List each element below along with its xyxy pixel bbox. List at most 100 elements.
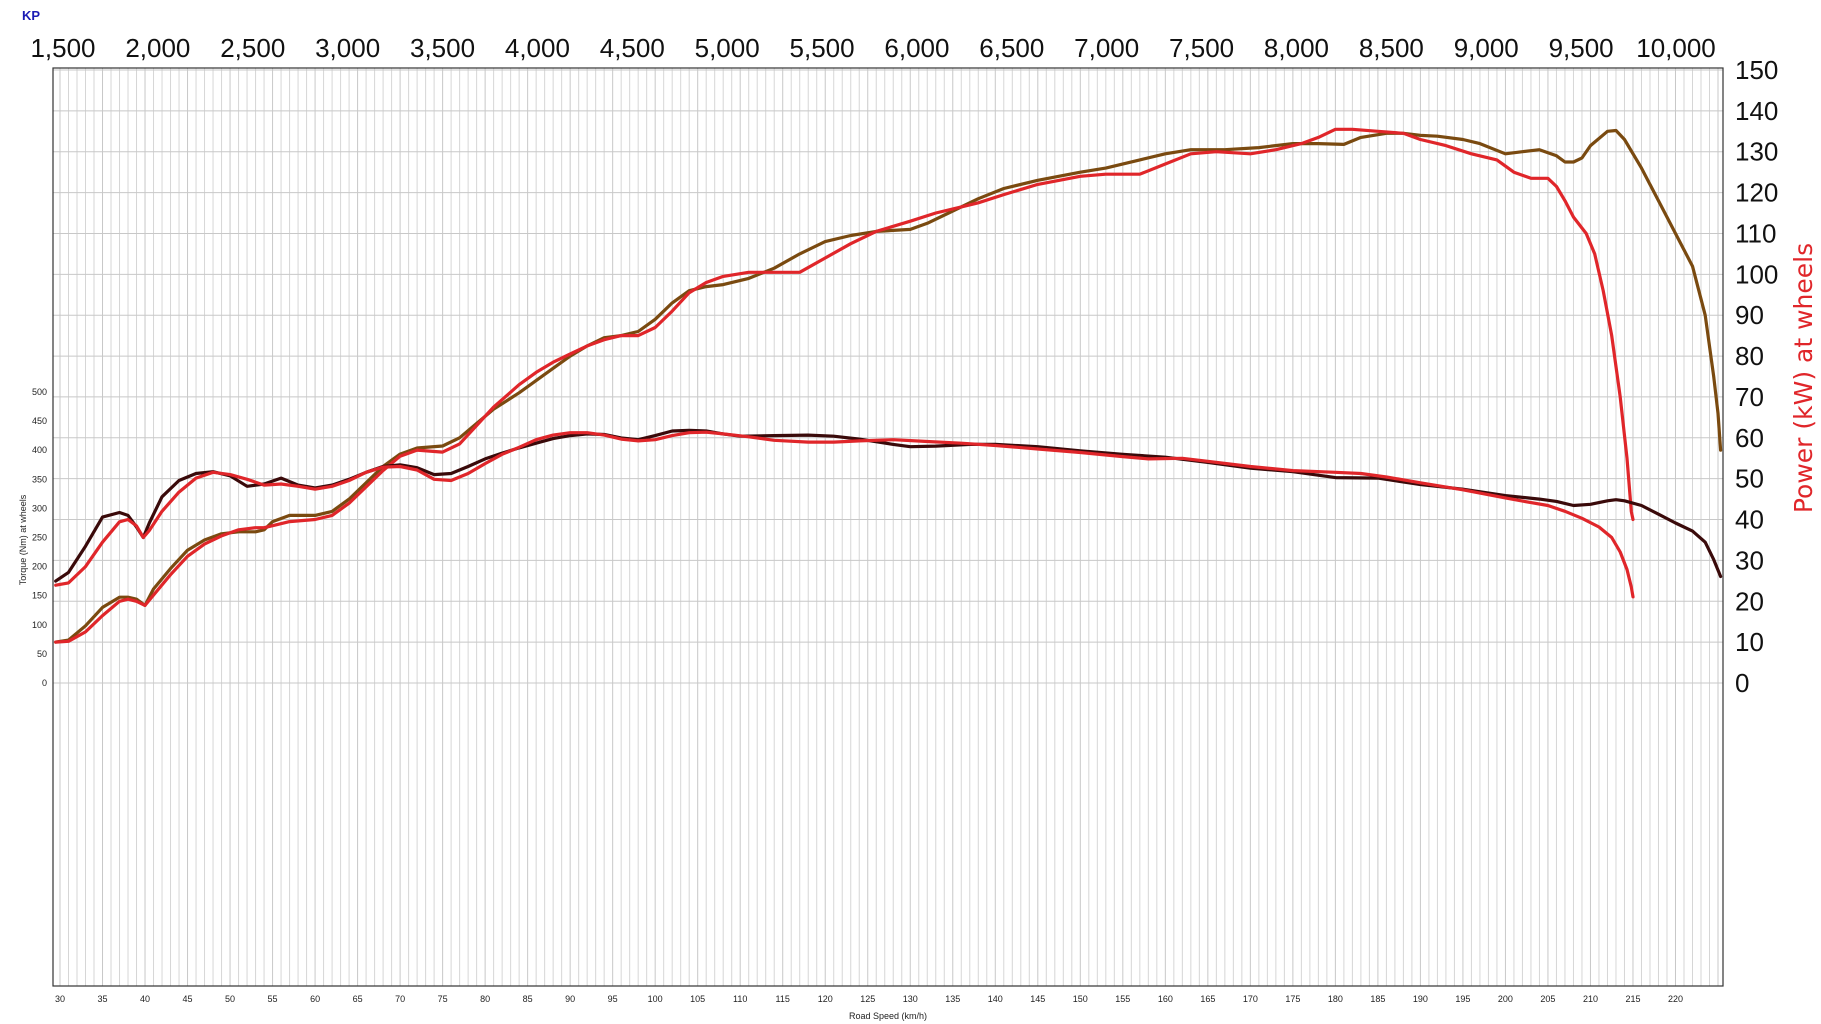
- speed-tick-label: 120: [818, 994, 833, 1004]
- speed-tick-label: 155: [1115, 994, 1130, 1004]
- speed-tick-label: 175: [1285, 994, 1300, 1004]
- speed-tick-label: 50: [225, 994, 235, 1004]
- rpm-axis: 1,500 2,000 2,500 3,000 3,500 4,000 4,500 5,000…: [30, 33, 1715, 63]
- torque-tick-label: 250: [32, 533, 47, 543]
- speed-tick-label: 145: [1030, 994, 1045, 1004]
- speed-tick-label: 115: [776, 994, 790, 1004]
- power-tick-label: 80: [1735, 341, 1764, 371]
- speed-tick-label: 30: [55, 994, 65, 1004]
- power-tick-label: 0: [1735, 668, 1749, 698]
- power-tick-label: 50: [1735, 464, 1764, 494]
- power-axis-title: Power (kW) at wheels: [1789, 243, 1818, 513]
- speed-axis: 30 35 40 45 50 55 60 65 70 75 80 85 90 95 100 105 110 115…: [55, 994, 1683, 1004]
- speed-tick-label: 205: [1540, 994, 1555, 1004]
- speed-tick-label: 150: [1073, 994, 1088, 1004]
- speed-tick-label: 105: [690, 994, 705, 1004]
- rpm-tick-label: 2,500: [220, 33, 285, 63]
- rpm-tick-label: 7,500: [1169, 33, 1234, 63]
- speed-tick-label: 135: [945, 994, 960, 1004]
- power-curve-2: [54, 127, 1635, 644]
- rpm-tick-label: 6,500: [979, 33, 1044, 63]
- rpm-tick-label: 5,000: [695, 33, 760, 63]
- torque-curve-4: [54, 430, 1635, 599]
- rpm-tick-label: 3,500: [410, 33, 475, 63]
- torque-tick-label: 200: [32, 562, 47, 572]
- rpm-tick-label: 8,000: [1264, 33, 1329, 63]
- power-tick-label: 130: [1735, 137, 1778, 167]
- rpm-tick-label: 8,500: [1359, 33, 1424, 63]
- speed-tick-label: 40: [140, 994, 150, 1004]
- power-axis: 0 10 20 30 40 50 60 70 80 90 100 110 120 130 140 150: [1735, 55, 1778, 698]
- speed-tick-label: 185: [1370, 994, 1385, 1004]
- torque-tick-label: 500: [32, 387, 47, 397]
- torque-tick-label: 0: [42, 678, 47, 688]
- torque-tick-label: 150: [32, 591, 47, 601]
- speed-tick-label: 180: [1328, 994, 1343, 1004]
- rpm-tick-label: 9,000: [1454, 33, 1519, 63]
- rpm-tick-label: 5,500: [790, 33, 855, 63]
- torque-tick-label: 50: [37, 649, 47, 659]
- power-tick-label: 120: [1735, 178, 1778, 208]
- rpm-tick-label: 7,000: [1074, 33, 1139, 63]
- speed-tick-label: 75: [438, 994, 448, 1004]
- rpm-tick-label: 4,000: [505, 33, 570, 63]
- speed-tick-label: 140: [988, 994, 1003, 1004]
- rpm-tick-label: 6,000: [884, 33, 949, 63]
- speed-tick-label: 220: [1668, 994, 1683, 1004]
- speed-tick-label: 100: [648, 994, 663, 1004]
- power-tick-label: 70: [1735, 382, 1764, 412]
- speed-tick-label: 70: [395, 994, 405, 1004]
- torque-tick-label: 350: [32, 474, 47, 484]
- speed-tick-label: 65: [353, 994, 363, 1004]
- grid: [53, 68, 1723, 986]
- kp-badge: KP: [22, 8, 40, 23]
- torque-tick-label: 450: [32, 416, 47, 426]
- speed-tick-label: 125: [860, 994, 875, 1004]
- series-group: [54, 127, 1723, 644]
- speed-tick-label: 45: [183, 994, 193, 1004]
- speed-tick-label: 130: [903, 994, 918, 1004]
- speed-tick-label: 210: [1583, 994, 1598, 1004]
- power-tick-label: 10: [1735, 627, 1764, 657]
- power-tick-label: 110: [1735, 218, 1776, 248]
- speed-tick-label: 190: [1413, 994, 1428, 1004]
- speed-tick-label: 35: [98, 994, 108, 1004]
- speed-tick-label: 170: [1243, 994, 1258, 1004]
- plot-frame: [52, 67, 1724, 987]
- torque-curve-3: [54, 428, 1723, 583]
- speed-tick-label: 195: [1455, 994, 1470, 1004]
- rpm-tick-label: 4,500: [600, 33, 665, 63]
- power-tick-label: 150: [1735, 55, 1778, 85]
- speed-tick-label: 60: [310, 994, 320, 1004]
- rpm-tick-label: 10,000: [1636, 33, 1716, 63]
- speed-tick-label: 110: [733, 994, 747, 1004]
- rpm-tick-label: 2,000: [125, 33, 190, 63]
- torque-axis-title: Torque (Nm) at wheels: [18, 494, 28, 585]
- x-axis-title: Road Speed (km/h): [849, 1011, 927, 1021]
- speed-tick-label: 85: [523, 994, 533, 1004]
- power-tick-label: 30: [1735, 545, 1764, 575]
- power-tick-label: 40: [1735, 505, 1764, 535]
- torque-tick-label: 100: [32, 620, 47, 630]
- torque-tick-label: 400: [32, 445, 47, 455]
- speed-tick-label: 55: [268, 994, 278, 1004]
- speed-tick-label: 165: [1200, 994, 1215, 1004]
- power-tick-label: 20: [1735, 586, 1764, 616]
- rpm-tick-label: 9,500: [1549, 33, 1614, 63]
- speed-tick-label: 95: [608, 994, 618, 1004]
- power-tick-label: 60: [1735, 423, 1764, 453]
- speed-tick-label: 215: [1625, 994, 1640, 1004]
- speed-tick-label: 200: [1498, 994, 1513, 1004]
- power-tick-label: 100: [1735, 259, 1778, 289]
- speed-tick-label: 90: [565, 994, 575, 1004]
- power-tick-label: 90: [1735, 300, 1764, 330]
- power-curve-1: [54, 128, 1723, 644]
- speed-tick-label: 160: [1158, 994, 1173, 1004]
- rpm-tick-label: 3,000: [315, 33, 380, 63]
- torque-tick-label: 300: [32, 503, 47, 513]
- rpm-tick-label: 1,500: [30, 33, 95, 63]
- speed-tick-label: 80: [480, 994, 490, 1004]
- power-tick-label: 140: [1735, 96, 1778, 126]
- torque-axis: 0 50 100 150 200 250 300 350 400 450 500: [32, 387, 47, 688]
